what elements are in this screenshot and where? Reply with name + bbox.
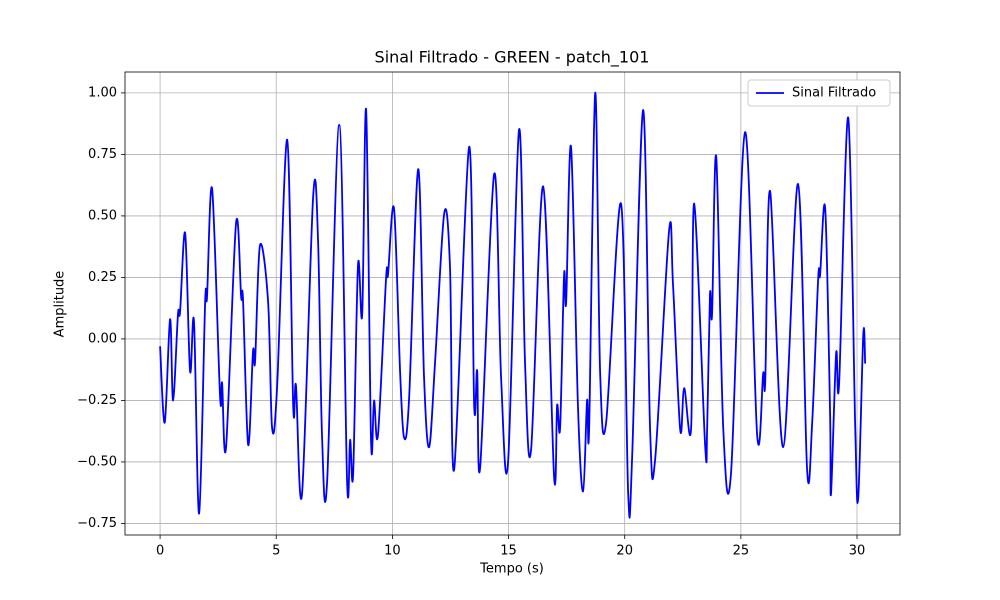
x-tick-label: 15 <box>500 544 517 559</box>
x-tick-label: 10 <box>384 544 401 559</box>
x-tick-label: 5 <box>272 544 280 559</box>
y-tick-label: −0.50 <box>77 454 117 469</box>
x-tick-label: 25 <box>733 544 750 559</box>
plot-frame <box>124 71 901 536</box>
x-tick-label: 0 <box>156 544 164 559</box>
x-tick-label: 30 <box>849 544 866 559</box>
y-tick-label: 0.75 <box>88 147 117 162</box>
y-tick-label: 0.50 <box>88 208 117 223</box>
legend-label: Sinal Filtrado <box>792 86 876 101</box>
y-axis-label: Amplitude <box>53 271 68 338</box>
legend-box <box>747 79 891 107</box>
y-tick-label: 1.00 <box>88 85 117 100</box>
y-tick-label: 0.25 <box>88 270 117 285</box>
line-series <box>159 91 867 519</box>
x-axis-label: Tempo (s) <box>479 562 544 577</box>
x-tick-label: 20 <box>616 544 633 559</box>
y-tick-label: −0.25 <box>77 393 117 408</box>
chart-title: Sinal Filtrado - GREEN - patch_101 <box>375 48 650 68</box>
y-tick-label: −0.75 <box>77 516 117 531</box>
y-tick-label: 0.00 <box>88 331 117 346</box>
